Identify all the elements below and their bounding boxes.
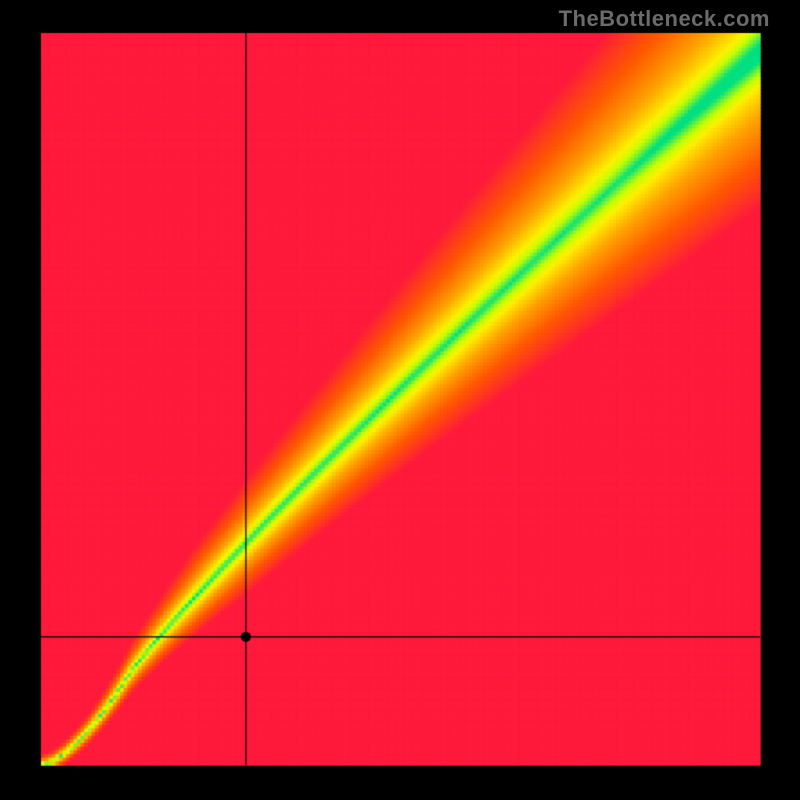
watermark-text: TheBottleneck.com (559, 6, 770, 32)
heatmap-canvas (0, 0, 800, 800)
chart-root: TheBottleneck.com (0, 0, 800, 800)
